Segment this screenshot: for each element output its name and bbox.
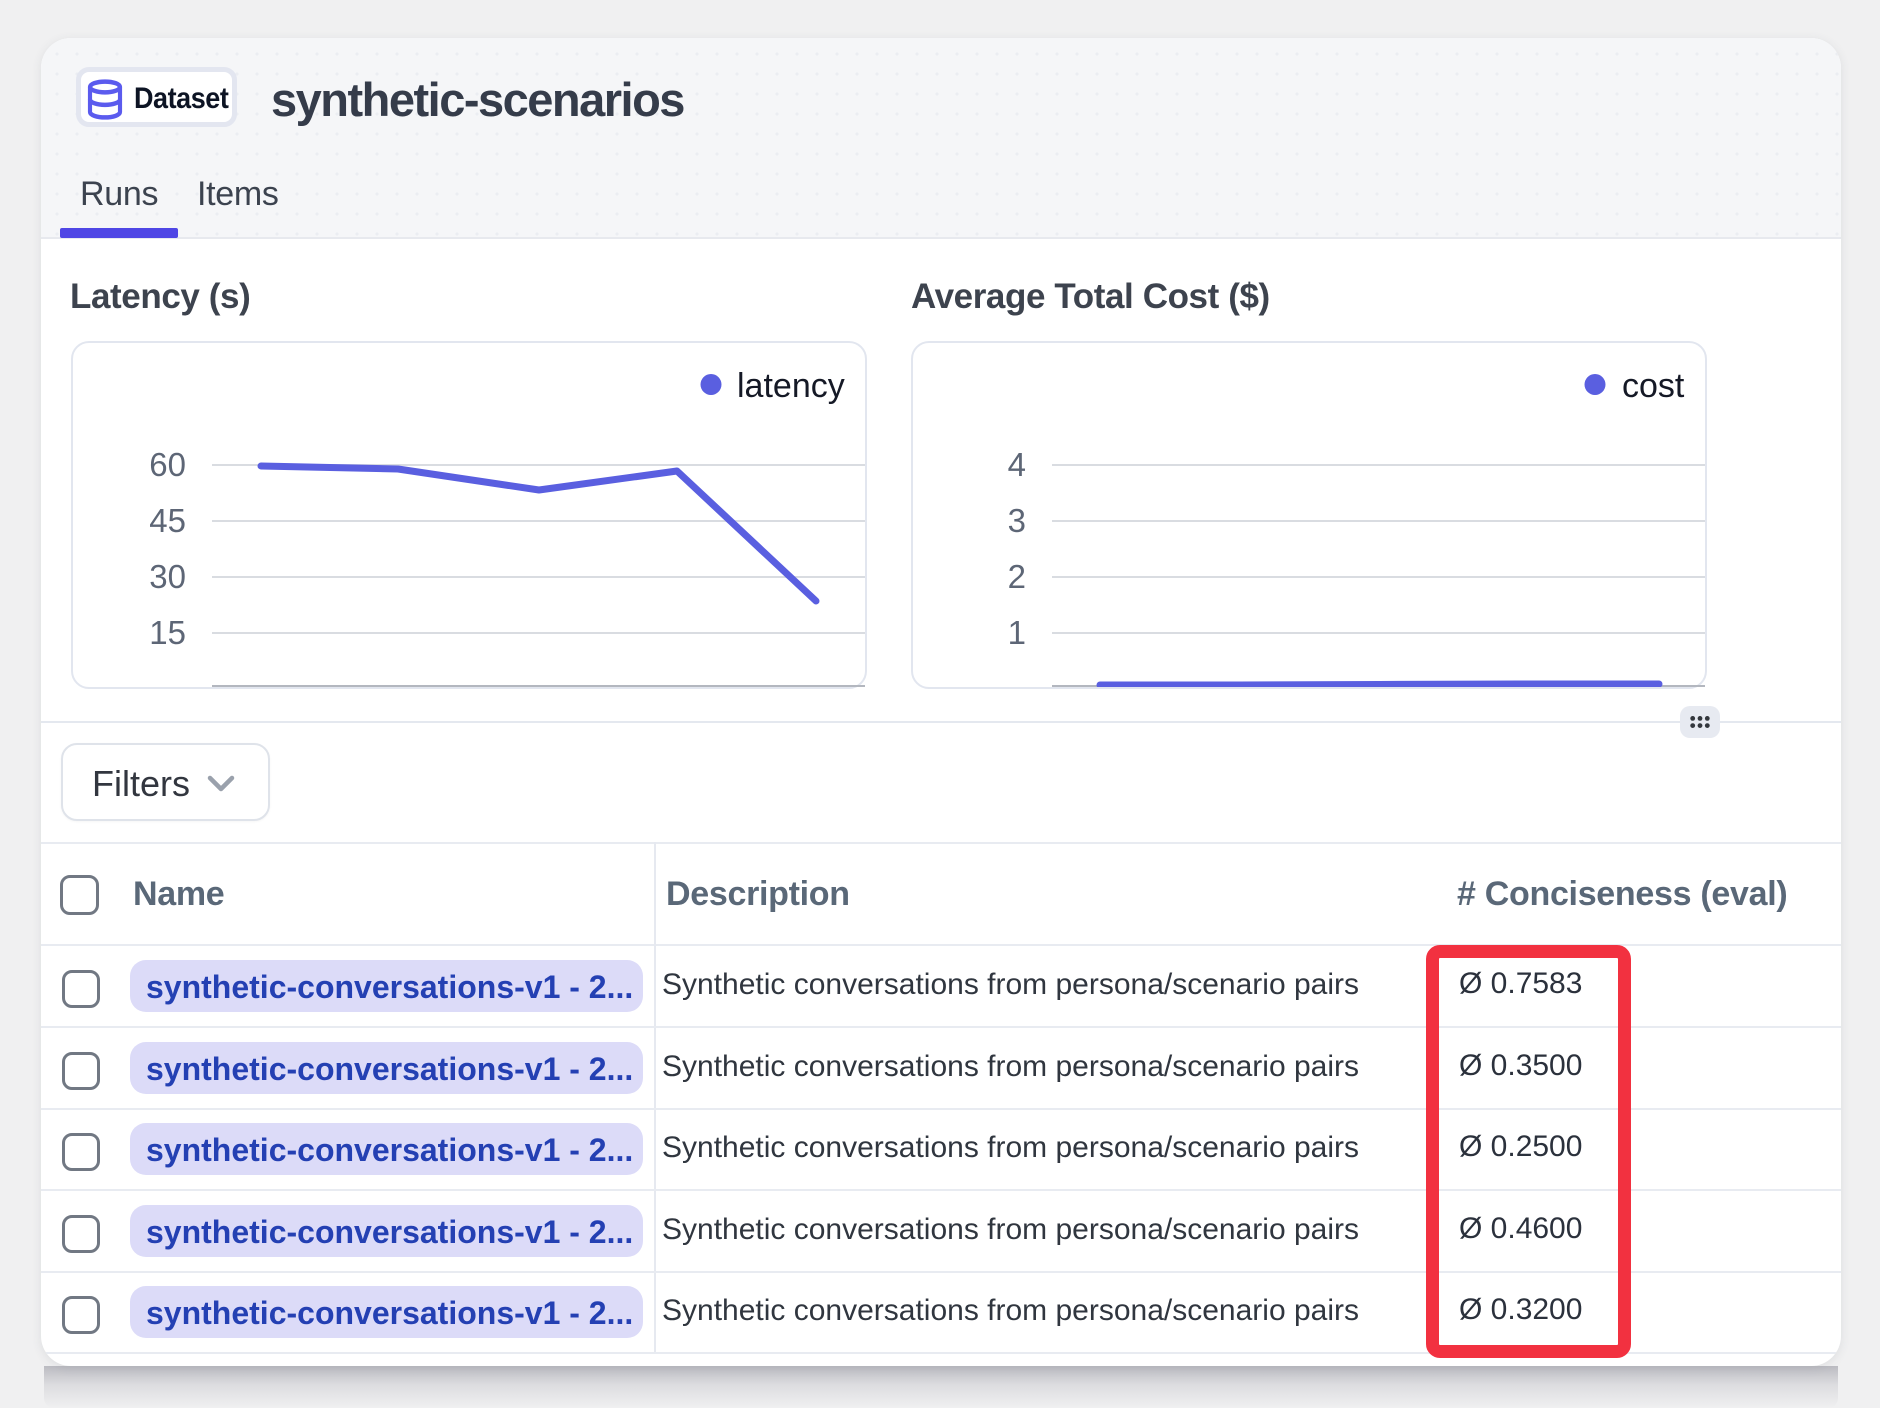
svg-text:4: 4 <box>1008 446 1026 483</box>
svg-text:3: 3 <box>1008 502 1026 539</box>
svg-text:1: 1 <box>1008 614 1026 651</box>
svg-text:2: 2 <box>1008 558 1026 595</box>
svg-text:latency: latency <box>737 367 845 405</box>
svg-text:cost: cost <box>1622 367 1685 405</box>
svg-text:30: 30 <box>149 558 186 595</box>
svg-text:45: 45 <box>149 502 186 539</box>
svg-text:60: 60 <box>149 446 186 483</box>
svg-text:15: 15 <box>149 614 186 651</box>
